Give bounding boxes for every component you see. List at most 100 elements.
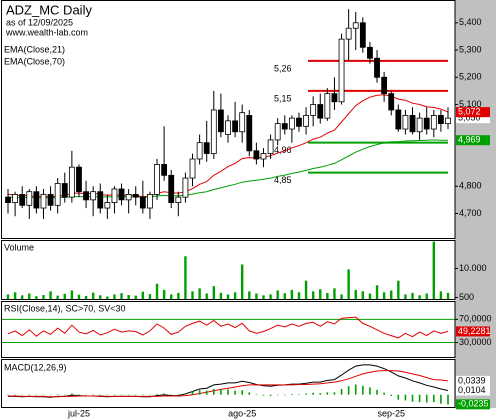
chart-title: ADZ_MC Daily: [6, 2, 92, 17]
level-label: 5,26: [274, 63, 292, 73]
candle-body: [388, 93, 395, 111]
volume-bar: [212, 286, 216, 299]
volume-bar: [13, 292, 17, 299]
x-tick-label: ago-25: [228, 408, 256, 418]
volume-bar: [290, 289, 294, 299]
panel-title: Volume: [4, 242, 34, 252]
histogram-bar: [92, 394, 94, 396]
candle-body: [303, 115, 309, 127]
volume-bar: [226, 294, 230, 299]
histogram-bar: [305, 393, 307, 395]
panel-title: MACD(12,26,9): [4, 362, 67, 372]
histogram-bar: [333, 392, 336, 395]
legend-entry: EMA(Close,21): [4, 44, 65, 54]
volume-bar: [340, 294, 343, 299]
candle-body: [161, 164, 168, 176]
volume-bar: [432, 241, 436, 299]
candle-body: [118, 188, 125, 201]
volume-frame: [1, 240, 456, 300]
value-label: 4,969: [458, 135, 481, 145]
candle-body: [83, 191, 89, 201]
candle-body: [416, 117, 423, 133]
histogram-bar: [106, 394, 109, 396]
y-tick-label: 70,0000: [459, 314, 492, 324]
candle-body: [68, 166, 75, 198]
y-tick-label: 4,700: [459, 208, 482, 218]
volume-bar: [262, 295, 265, 299]
histogram-bar: [340, 389, 343, 395]
candle-body: [26, 191, 33, 206]
candle-body: [12, 194, 18, 203]
value-label-box: [456, 107, 490, 118]
candle-body: [430, 115, 437, 130]
volume-bar: [70, 290, 74, 299]
value-label: -0,0235: [458, 399, 489, 409]
candle-body: [246, 115, 253, 152]
volume-bar: [148, 294, 152, 299]
volume-bar: [361, 291, 365, 299]
volume-bar: [418, 295, 421, 299]
histogram-bar: [163, 393, 165, 395]
volume-bar: [439, 291, 443, 299]
candle-body: [97, 191, 104, 209]
candle-body: [147, 194, 153, 209]
histogram-bar: [35, 394, 38, 396]
histogram-bar: [418, 394, 421, 403]
candle-body: [196, 142, 203, 160]
candle-body: [274, 123, 281, 141]
candle-body: [33, 191, 40, 209]
rsi-frame: [1, 301, 456, 358]
candle-body: [210, 109, 217, 154]
volume-bar: [84, 295, 88, 299]
histogram-bar: [134, 394, 137, 396]
volume-bar: [248, 291, 251, 299]
volume-bar: [368, 293, 372, 299]
volume-bar: [404, 294, 407, 299]
histogram-bar: [269, 394, 272, 396]
candle-body: [288, 117, 295, 130]
volume-bar: [397, 280, 400, 299]
y-tick-label: 4,800: [459, 181, 482, 191]
histogram-bar: [425, 394, 428, 403]
ema-line: [7, 94, 449, 198]
candle-body: [331, 93, 338, 103]
volume-bar: [240, 264, 244, 299]
histogram-bar: [191, 391, 194, 395]
value-label-box: [456, 135, 490, 146]
histogram-bar: [21, 394, 23, 396]
candle-body: [132, 194, 139, 198]
candle-body: [281, 123, 288, 130]
candle-body: [438, 115, 444, 124]
histogram-bar: [113, 394, 116, 396]
candle-body: [54, 183, 61, 206]
histogram-bar: [262, 394, 265, 396]
volume-bar: [170, 294, 173, 299]
volume-bar: [134, 295, 137, 299]
histogram-bar: [156, 393, 158, 395]
histogram-bar: [347, 386, 350, 395]
candle-body: [189, 158, 196, 179]
volume-bar: [49, 291, 52, 299]
volume-bar: [127, 295, 130, 299]
candle-body: [352, 22, 359, 29]
histogram-bar: [255, 394, 258, 395]
candle-body: [19, 194, 26, 206]
value-label: 5,050: [458, 113, 481, 123]
candle-body: [182, 177, 189, 198]
histogram-bar: [276, 394, 279, 396]
histogram-bar: [383, 392, 385, 395]
histogram-bar: [42, 394, 45, 396]
candle-body: [324, 93, 331, 119]
candle-body: [367, 46, 373, 59]
histogram-bar: [28, 394, 31, 396]
value-label-box: [456, 399, 490, 410]
x-tick-label: jul-25: [67, 408, 90, 418]
histogram-bar: [227, 389, 229, 395]
volume-bar: [233, 292, 237, 299]
volume-bar: [155, 283, 159, 299]
volume-bar: [63, 293, 66, 299]
volume-bar: [219, 292, 223, 299]
histogram-bar: [142, 394, 144, 396]
volume-bar: [184, 256, 187, 299]
